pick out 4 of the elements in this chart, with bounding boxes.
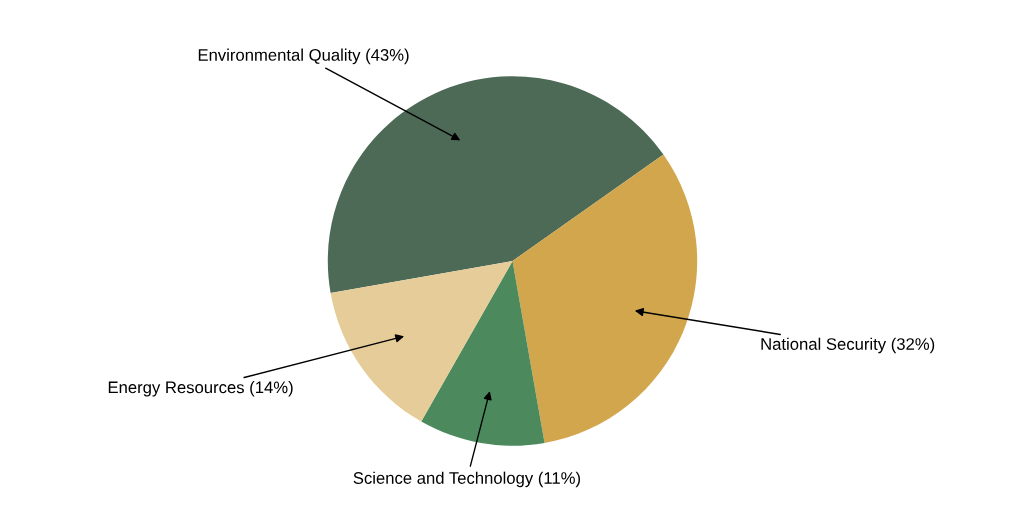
slice-label: Science and Technology (11%) [353, 471, 581, 488]
slice-label: Environmental Quality (43%) [198, 48, 409, 65]
slice-label: Energy Resources (14%) [108, 381, 293, 397]
slice-label: National Security (32%) [761, 337, 935, 354]
